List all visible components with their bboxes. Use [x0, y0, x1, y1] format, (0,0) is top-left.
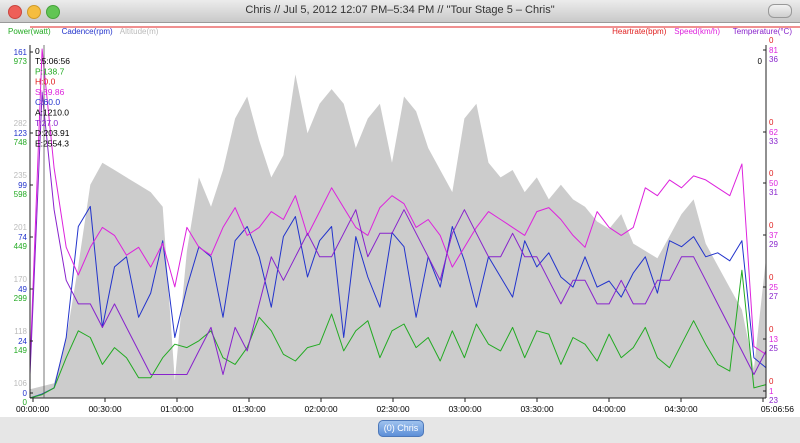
- speed-tick-label: 50: [769, 179, 778, 188]
- speed-tick-label: 81: [769, 46, 778, 55]
- cadence-tick-label: 99: [18, 181, 27, 190]
- readout-line: A:1210.0: [35, 108, 69, 118]
- speed-tick-label: 62: [769, 128, 778, 137]
- power-tick-label: 598: [14, 190, 28, 199]
- speed-tick-label: 25: [769, 283, 778, 292]
- x-axis-tick-label: 03:30:00: [520, 404, 553, 414]
- readout-line: T:5:06:56: [35, 56, 70, 66]
- power-tick-label: 449: [14, 242, 28, 251]
- readout-line: P:138.7: [35, 66, 65, 76]
- altitude-tick-label: 170: [14, 275, 28, 284]
- power-tick-label: 149: [14, 346, 28, 355]
- altitude-tick-label: 106: [14, 379, 28, 388]
- x-axis-tick-label: 04:30:00: [664, 404, 697, 414]
- speed-tick-label: 13: [769, 335, 778, 344]
- heartrate-tick-label: 0: [769, 377, 774, 386]
- temperature-tick-label: 27: [769, 292, 778, 301]
- temperature-tick-label: 25: [769, 344, 778, 353]
- x-axis-tick-label: 03:00:00: [448, 404, 481, 414]
- legend-left-item: Altitude(m): [120, 27, 159, 36]
- cadence-tick-label: 123: [14, 129, 28, 138]
- window-title: Chris // Jul 5, 2012 12:07 PM–5:34 PM //…: [245, 4, 555, 16]
- toolbar-toggle-button[interactable]: [768, 4, 792, 18]
- ride-plot-area[interactable]: Power(watt) Cadence(rpm) Altitude(m) Temper…: [0, 23, 800, 417]
- ride-button-chris[interactable]: (0) Chris: [378, 420, 424, 437]
- ride-selector-bar: (0) Chris: [0, 417, 800, 443]
- cadence-tick-label: 49: [18, 285, 27, 294]
- close-window-icon[interactable]: [8, 5, 22, 19]
- cadence-tick-label: 24: [18, 337, 27, 346]
- legend-right-item: Speed(km/h): [674, 27, 720, 36]
- cadence-tick-label: 0: [23, 389, 28, 398]
- altitude-marea-series: [30, 74, 766, 399]
- zoom-window-icon[interactable]: [46, 5, 60, 19]
- cadence-rpmline-series: [29, 205, 767, 399]
- ride-chart[interactable]: Power(watt) Cadence(rpm) Altitude(m) Temper…: [0, 23, 800, 417]
- temperature-tick-label: 29: [769, 240, 778, 249]
- readout-line: C:60.0: [35, 97, 60, 107]
- altitude-tick-label: 201: [14, 223, 28, 232]
- x-axis-tick-label: 00:30:00: [88, 404, 121, 414]
- cadence-tick-label: 161: [14, 48, 28, 57]
- minimize-window-icon[interactable]: [27, 5, 41, 19]
- readout-line: E:2554.3: [35, 138, 69, 148]
- window-titlebar: Chris // Jul 5, 2012 12:07 PM–5:34 PM //…: [0, 0, 800, 23]
- heartrate-tick-label: 0: [769, 325, 774, 334]
- power-tick-label: 0: [23, 398, 28, 407]
- speed-tick-label: 1: [769, 387, 774, 396]
- heartrate-tick-label: 0: [769, 118, 774, 127]
- heartrate-tick-label: 0: [769, 36, 774, 45]
- power-tick-label: 748: [14, 138, 28, 147]
- legend-left-item: Cadence(rpm): [62, 27, 113, 36]
- power-tick-label: 973: [14, 57, 28, 66]
- x-axis-tick-label: 02:30:00: [376, 404, 409, 414]
- x-axis-tick-label: 02:00:00: [304, 404, 337, 414]
- legend-left-item: Power(watt): [8, 27, 51, 36]
- cadence-tick-label: 74: [18, 233, 27, 242]
- temperature-tick-label: 31: [769, 188, 778, 197]
- legend-right-item: Heartrate(bpm): [612, 27, 667, 36]
- readout-line: H:0.0: [35, 77, 56, 87]
- altitude-tick-label: 118: [14, 327, 27, 336]
- speed-km-hline-series: [29, 48, 767, 367]
- heartrate-tick-label: 0: [769, 169, 774, 178]
- temperature-tick-label: 36: [769, 55, 778, 64]
- heartrate-tick-label: 0: [769, 273, 774, 282]
- readout-line: D:203.91: [35, 128, 70, 138]
- temperature-cline-series: [29, 91, 767, 375]
- altitude-tick-label: 282: [14, 119, 28, 128]
- temperature-tick-label: 23: [769, 396, 778, 405]
- readout-line: T:27.0: [35, 118, 58, 128]
- x-axis-tick-label: 00:00:00: [16, 404, 49, 414]
- temperature-tick-label: 33: [769, 137, 778, 146]
- readout-top-value: 0: [35, 46, 40, 56]
- right-top-zero-label: 0: [758, 57, 763, 66]
- power-tick-label: 299: [14, 294, 28, 303]
- x-axis-tick-label: 05:06:56: [761, 404, 794, 414]
- x-axis-tick-label: 01:00:00: [160, 404, 193, 414]
- cursor-readout: 0T:5:06:56P:138.7H:0.0S:39.86C:60.0A:121…: [35, 46, 70, 148]
- x-axis-tick-label: 04:00:00: [592, 404, 625, 414]
- x-axis-tick-label: 01:30:00: [232, 404, 265, 414]
- legend-right-item: Temperature(°C): [733, 27, 793, 36]
- heartrate-tick-label: 0: [769, 221, 774, 230]
- altitude-tick-label: 235: [14, 171, 28, 180]
- readout-line: S:39.86: [35, 87, 65, 97]
- speed-tick-label: 37: [769, 231, 778, 240]
